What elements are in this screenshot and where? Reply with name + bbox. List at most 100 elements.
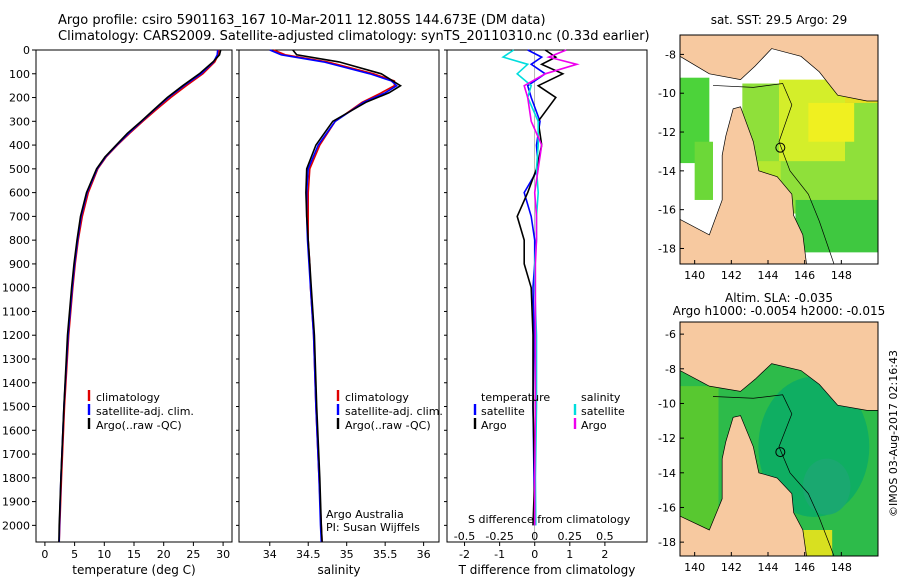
series-temperature-satellite — [523, 49, 547, 526]
legend-diff-salinity-title: salinity — [581, 391, 621, 404]
argo-australia-label: Argo Australia — [326, 508, 404, 521]
map-sla_map-xtick-142: 142 — [721, 561, 742, 574]
map-sst_map-xtick-144: 144 — [758, 269, 779, 282]
argo-position-marker — [775, 447, 786, 458]
land-australia — [680, 106, 807, 264]
legend-sal-satellite: satellite-adj. clim. — [345, 405, 443, 418]
salinity-xlabel: salinity — [317, 563, 361, 577]
map-sst_map-ytick--10: -10 — [658, 87, 676, 100]
map-sla_map-ytick--12: -12 — [658, 432, 676, 445]
salinity-xtick-34: 34 — [263, 548, 277, 561]
land-new-guinea — [680, 322, 878, 411]
imos-credit: ©IMOS 03-Aug-2017 02:16:43 — [887, 350, 900, 517]
depth-tick-1600: 1600 — [2, 424, 30, 437]
differences-xtick--2: -2 — [459, 548, 470, 561]
depth-tick-900: 900 — [9, 258, 30, 271]
differences-xtick-0: 0 — [531, 548, 538, 561]
depth-tick-1100: 1100 — [2, 305, 30, 318]
map-sst_map-xtick-140: 140 — [684, 269, 705, 282]
depth-tick-1800: 1800 — [2, 472, 30, 485]
legend-sal-climatology: climatology — [345, 391, 409, 404]
depth-tick-600: 600 — [9, 187, 30, 200]
land-australia — [680, 415, 807, 556]
map-sst_map-xtick-148: 148 — [831, 269, 852, 282]
sst-map-title: sat. SST: 29.5 Argo: 29 — [710, 13, 848, 27]
map-sst_map: 140 142 144 146 148 -8 -10 -12 -14 -16 -18 — [658, 34, 879, 282]
map-sst_map-ytick--14: -14 — [658, 165, 676, 178]
depth-tick-200: 200 — [9, 92, 30, 105]
series-temperature-2 — [58, 49, 222, 543]
map-sla_map-content — [680, 322, 878, 556]
sla-patch-2 — [680, 386, 719, 539]
temperature-xlabel: temperature (deg C) — [72, 563, 196, 577]
map-sst_map-ytick--16: -16 — [658, 204, 676, 217]
depth-tick-500: 500 — [9, 163, 30, 176]
sla-patch-1 — [802, 458, 851, 515]
salinity-diff-tick-0: 0 — [531, 530, 538, 543]
temperature-xtick-0: 0 — [41, 548, 48, 561]
map-sla_map-xtick-148: 148 — [831, 561, 852, 574]
series-temperature-Argo — [516, 49, 565, 526]
depth-tick-1500: 1500 — [2, 401, 30, 414]
sst-patch-6 — [694, 141, 713, 200]
map-sst_map-ytick--12: -12 — [658, 126, 676, 139]
temperature-xtick-10: 10 — [97, 548, 111, 561]
map-sst_map-xtick-146: 146 — [794, 269, 815, 282]
map-sst_map-ytick--8: -8 — [665, 48, 676, 61]
series-salinity-1 — [269, 49, 399, 543]
title-line-2: Climatology: CARS2009. Satellite-adjuste… — [58, 29, 650, 44]
temperature-xtick-30: 30 — [216, 548, 230, 561]
legend-diff-temp-argo: Argo — [481, 419, 507, 432]
map-sla_map-ytick--8: -8 — [665, 363, 676, 376]
differences-xtick-2: 2 — [601, 548, 608, 561]
differences-xtick-1: 1 — [566, 548, 573, 561]
salinity-xtick-35: 35 — [340, 548, 354, 561]
map-sst_map-ytick--18: -18 — [658, 242, 676, 255]
salinity-diff-tick-0.5: 0.5 — [596, 530, 614, 543]
map-sla_map-ytick--6: -6 — [665, 328, 676, 341]
depth-tick-400: 400 — [9, 139, 30, 152]
shelf-contour — [712, 394, 835, 556]
salinity-diff-tick--0.25: -0.25 — [485, 530, 513, 543]
depth-tick-1900: 1900 — [2, 496, 30, 509]
panel-differences-frame — [446, 49, 648, 543]
legend-temp-satellite: satellite-adj. clim. — [96, 405, 194, 418]
series-salinity-Argo — [523, 49, 580, 526]
shelf-contour — [712, 83, 835, 264]
salinity-diff-tick-0.25: 0.25 — [558, 530, 583, 543]
legend-sal-argo: Argo(..raw -QC) — [345, 419, 431, 432]
depth-tick-300: 300 — [9, 115, 30, 128]
depth-tick-1300: 1300 — [2, 353, 30, 366]
depth-tick-1700: 1700 — [2, 448, 30, 461]
map-sst_map-content — [680, 35, 878, 264]
legend-diff-sal-satellite: satellite — [581, 405, 625, 418]
series-salinity-satellite — [501, 49, 540, 526]
depth-tick-2000: 2000 — [2, 519, 30, 532]
temperature-xtick-25: 25 — [186, 548, 200, 561]
depth-tick-1400: 1400 — [2, 377, 30, 390]
legend-temp-climatology: climatology — [96, 391, 160, 404]
title-line-1: Argo profile: csiro 5901163_167 10-Mar-2… — [58, 13, 546, 28]
salinity-diff-tick--0.5: -0.5 — [454, 530, 475, 543]
map-sla_map-ytick--18: -18 — [658, 536, 676, 549]
panel-salinity-frame — [238, 49, 440, 543]
map-sla_map-frame — [679, 321, 879, 557]
salinity-xtick-34.5: 34.5 — [296, 548, 321, 561]
sst-patch-3 — [808, 102, 855, 142]
map-sst_map-frame — [679, 34, 879, 265]
salinity-xtick-36: 36 — [417, 548, 431, 561]
legend-diff-temp-satellite: satellite — [481, 405, 525, 418]
pi-label: PI: Susan Wijffels — [326, 521, 420, 534]
tdiff-xlabel: T difference from climatology — [458, 563, 636, 577]
legend-diff-temperature-title: temperature — [481, 391, 551, 404]
salinity-xtick-35.5: 35.5 — [373, 548, 398, 561]
map-sla_map-xtick-144: 144 — [758, 561, 779, 574]
map-sla_map-ytick--16: -16 — [658, 501, 676, 514]
argo-position-marker — [775, 142, 786, 153]
map-sla_map-xtick-140: 140 — [684, 561, 705, 574]
map-sla_map-xtick-146: 146 — [794, 561, 815, 574]
depth-tick-1000: 1000 — [2, 282, 30, 295]
sst-patch-5 — [795, 199, 878, 253]
depth-tick-700: 700 — [9, 210, 30, 223]
sla-map-title-1: Altim. SLA: -0.035 — [724, 291, 834, 305]
